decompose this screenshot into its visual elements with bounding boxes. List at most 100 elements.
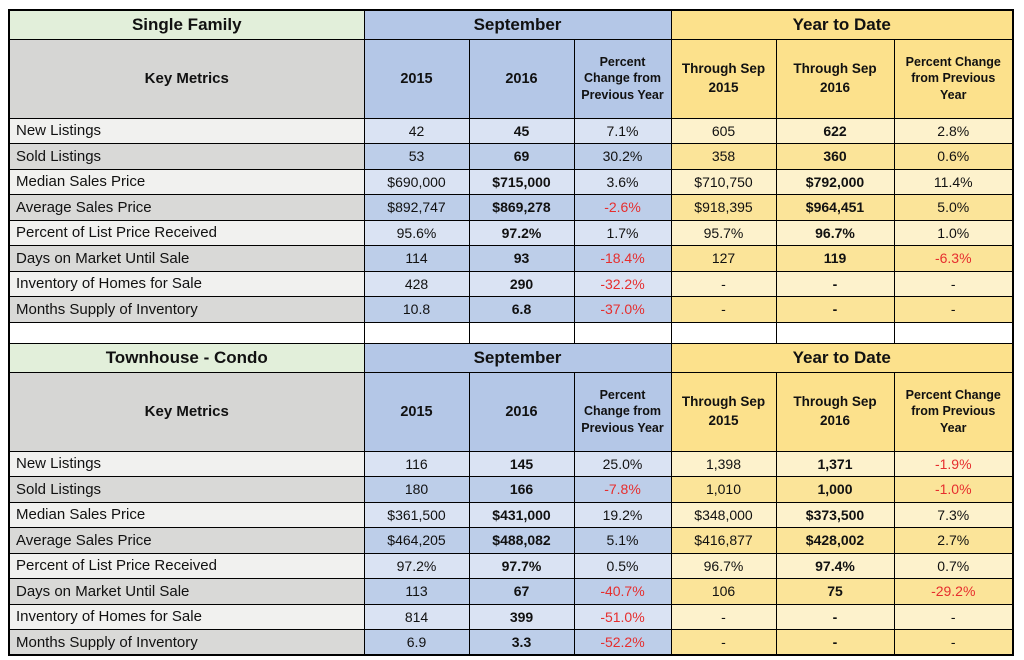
value-cell: 97.2%	[363, 552, 470, 579]
single-family-rows: New Listings 42 45 7.1% 605 622 2.8% Sold Listi…	[8, 117, 1014, 323]
metric-label: Inventory of Homes for Sale	[8, 270, 365, 297]
value-cell: 96.7%	[775, 219, 895, 246]
value-cell: -1.9%	[893, 450, 1014, 477]
table-row: Sold Listings 53 69 30.2% 358 360 0.6%	[8, 143, 1014, 170]
value-cell: -1.0%	[893, 476, 1014, 503]
spacer-row	[8, 321, 1014, 344]
metric-label: Sold Listings	[8, 143, 365, 170]
value-cell: -	[670, 603, 777, 630]
value-cell: $488,082	[468, 527, 575, 554]
value-cell: 97.2%	[468, 219, 575, 246]
value-cell: 0.6%	[893, 143, 1014, 170]
value-cell: -	[775, 629, 895, 656]
value-cell: 7.3%	[893, 501, 1014, 528]
key-metrics-header: Key Metrics	[8, 371, 365, 452]
section-title-townhouse-condo: Townhouse - Condo	[8, 342, 365, 373]
value-cell: $792,000	[775, 168, 895, 195]
metric-label: Months Supply of Inventory	[8, 296, 365, 323]
spacer-cell	[468, 321, 575, 344]
value-cell: 67	[468, 578, 575, 605]
value-cell: 5.1%	[573, 527, 672, 554]
value-cell: $464,205	[363, 527, 470, 554]
column-header-row: Key Metrics 2015 2016 Percent Change fro…	[8, 371, 1014, 452]
metric-label: New Listings	[8, 117, 365, 144]
spacer-cell	[670, 321, 777, 344]
value-cell: 3.3	[468, 629, 575, 656]
spacer-cell	[893, 321, 1014, 344]
value-cell: -	[893, 629, 1014, 656]
col-header-sep-pct-change: Percent Change from Previous Year	[573, 371, 672, 452]
value-cell: -2.6%	[573, 194, 672, 221]
value-cell: 2.8%	[893, 117, 1014, 144]
value-cell: 166	[468, 476, 575, 503]
spacer-cell	[363, 321, 470, 344]
column-header-row: Key Metrics 2015 2016 Percent Change fro…	[8, 38, 1014, 119]
metric-label: Days on Market Until Sale	[8, 578, 365, 605]
value-cell: 95.6%	[363, 219, 470, 246]
townhouse-condo-rows: New Listings 116 145 25.0% 1,398 1,371 -1.9% So…	[8, 450, 1014, 656]
group-header-year-to-date: Year to Date	[670, 9, 1014, 40]
col-header-sep-2016: 2016	[468, 371, 575, 452]
table-row: Inventory of Homes for Sale 428 290 -32.2% -…	[8, 270, 1014, 297]
value-cell: -52.2%	[573, 629, 672, 656]
value-cell: 95.7%	[670, 219, 777, 246]
value-cell: -7.8%	[573, 476, 672, 503]
table-row: Percent of List Price Received 97.2% 97.7%…	[8, 552, 1014, 579]
value-cell: 114	[363, 245, 470, 272]
table-row: Inventory of Homes for Sale 814 399 -51.0% -…	[8, 603, 1014, 630]
group-header-september: September	[363, 9, 672, 40]
value-cell: -	[670, 629, 777, 656]
spacer-section	[8, 321, 1014, 344]
value-cell: 25.0%	[573, 450, 672, 477]
metric-label: Average Sales Price	[8, 194, 365, 221]
spacer-cell	[8, 321, 365, 344]
value-cell: -	[775, 270, 895, 297]
value-cell: 106	[670, 578, 777, 605]
value-cell: 97.7%	[468, 552, 575, 579]
value-cell: 399	[468, 603, 575, 630]
value-cell: $428,002	[775, 527, 895, 554]
col-header-sep-2016: 2016	[468, 38, 575, 119]
metric-label: Days on Market Until Sale	[8, 245, 365, 272]
value-cell: 358	[670, 143, 777, 170]
value-cell: 119	[775, 245, 895, 272]
value-cell: 814	[363, 603, 470, 630]
value-cell: 1.0%	[893, 219, 1014, 246]
market-statistics-table: Single Family September Year to Date Key…	[8, 9, 1014, 656]
value-cell: 2.7%	[893, 527, 1014, 554]
value-cell: 1,000	[775, 476, 895, 503]
value-cell: $892,747	[363, 194, 470, 221]
value-cell: -	[775, 296, 895, 323]
value-cell: 428	[363, 270, 470, 297]
metric-label: New Listings	[8, 450, 365, 477]
value-cell: 360	[775, 143, 895, 170]
spacer-cell	[573, 321, 672, 344]
value-cell: $431,000	[468, 501, 575, 528]
value-cell: 6.9	[363, 629, 470, 656]
value-cell: 1,010	[670, 476, 777, 503]
col-header-sep-2015: 2015	[363, 371, 470, 452]
table-row: New Listings 42 45 7.1% 605 622 2.8%	[8, 117, 1014, 144]
value-cell: 127	[670, 245, 777, 272]
value-cell: -	[893, 270, 1014, 297]
value-cell: $710,750	[670, 168, 777, 195]
value-cell: 622	[775, 117, 895, 144]
value-cell: -32.2%	[573, 270, 672, 297]
value-cell: $348,000	[670, 501, 777, 528]
table-row: Average Sales Price $892,747 $869,278 -2.6%…	[8, 194, 1014, 221]
value-cell: 116	[363, 450, 470, 477]
spacer-cell	[775, 321, 895, 344]
metric-label: Percent of List Price Received	[8, 552, 365, 579]
table-row: Percent of List Price Received 95.6% 97.2%…	[8, 219, 1014, 246]
value-cell: 290	[468, 270, 575, 297]
table-row: Days on Market Until Sale 114 93 -18.4% 127 1…	[8, 245, 1014, 272]
value-cell: 19.2%	[573, 501, 672, 528]
metric-label: Inventory of Homes for Sale	[8, 603, 365, 630]
value-cell: 180	[363, 476, 470, 503]
value-cell: 605	[670, 117, 777, 144]
metric-label: Sold Listings	[8, 476, 365, 503]
value-cell: 30.2%	[573, 143, 672, 170]
value-cell: 6.8	[468, 296, 575, 323]
table-row: New Listings 116 145 25.0% 1,398 1,371 -1.9%	[8, 450, 1014, 477]
col-header-ytd-pct-change: Percent Change from Previous Year	[893, 371, 1014, 452]
